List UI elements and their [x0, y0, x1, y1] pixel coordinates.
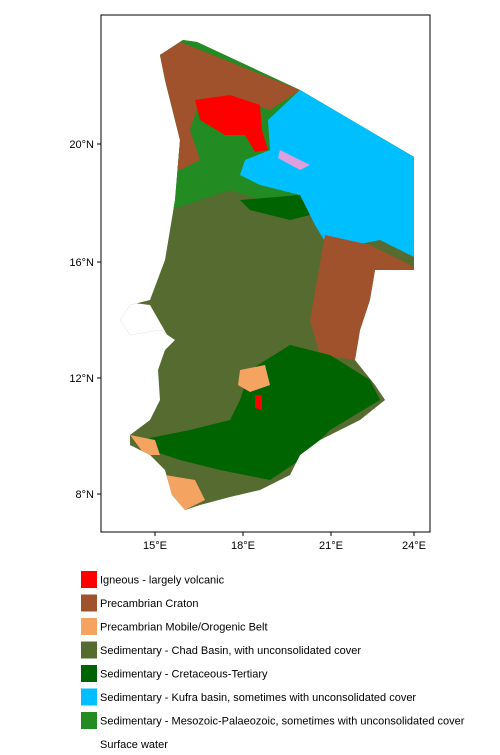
legend-label: Sedimentary - Kufra basin, sometimes wit…	[100, 692, 416, 704]
y-tick-label: 8°N	[76, 489, 95, 501]
x-tick-label: 15°E	[143, 540, 167, 552]
geology-map	[120, 40, 414, 510]
legend-label: Sedimentary - Chad Basin, with unconsoli…	[100, 645, 361, 657]
y-tick-label: 20°N	[69, 139, 94, 151]
legend-swatch	[81, 665, 97, 682]
legend-swatch	[81, 594, 97, 612]
legend-label: Surface water	[100, 739, 168, 750]
legend-swatch	[81, 688, 97, 706]
legend-label: Precambrian Mobile/Orogenic Belt	[100, 622, 268, 634]
axes: 15°E 18°E 21°E 24°E 20°N 16°N 12°N 8°N	[69, 139, 426, 552]
legend-swatch	[81, 735, 97, 753]
legend-label: Precambrian Craton	[100, 598, 198, 610]
y-tick-label: 16°N	[69, 257, 94, 269]
legend-swatch	[81, 641, 97, 659]
x-tick-label: 18°E	[231, 540, 255, 552]
legend-swatch	[81, 618, 97, 635]
panel-border	[100, 14, 431, 533]
x-tick-label: 21°E	[319, 540, 343, 552]
legend: Igneous - largely volcanic Precambrian Cr…	[81, 571, 465, 753]
legend-label: Sedimentary - Cretaceous-Tertiary	[100, 669, 268, 681]
x-tick-label: 24°E	[402, 540, 426, 552]
y-tick-label: 12°N	[69, 373, 94, 385]
legend-swatch	[81, 571, 97, 588]
legend-swatch	[81, 712, 97, 729]
legend-label: Sedimentary - Mesozoic-Palaeozoic, somet…	[100, 716, 465, 728]
legend-label: Igneous - largely volcanic	[100, 575, 225, 587]
